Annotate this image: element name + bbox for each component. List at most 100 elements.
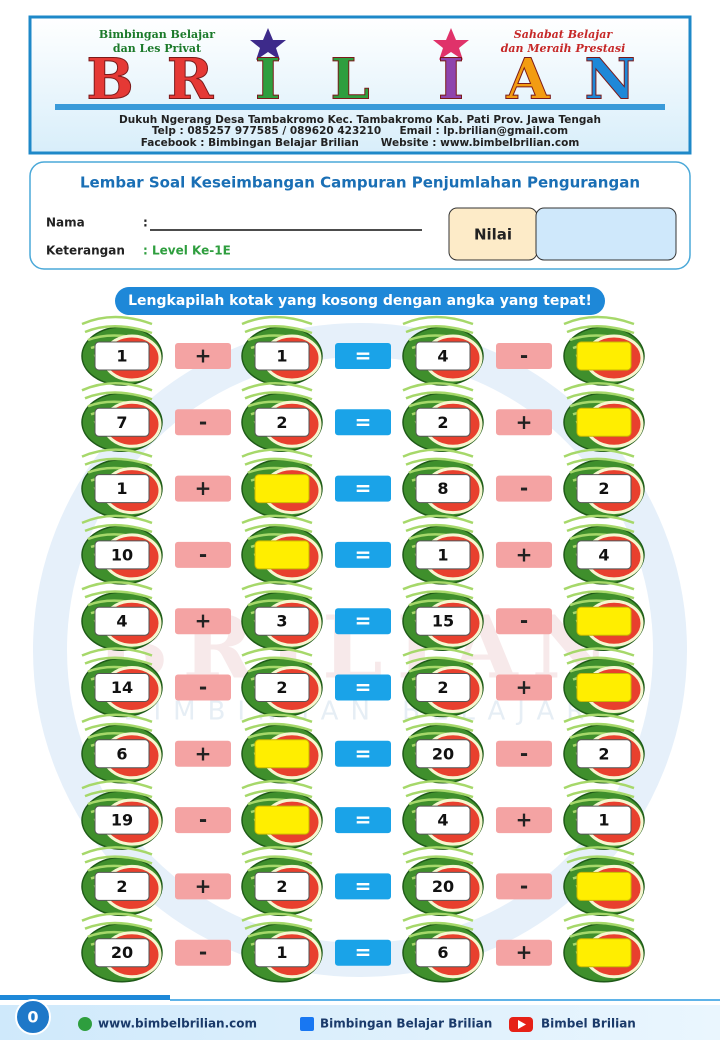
youtube-play — [518, 1020, 526, 1029]
watermelon-stripe — [84, 590, 153, 600]
logo-letter: R — [167, 47, 214, 113]
watermelon-stripe — [563, 315, 635, 326]
answer-box[interactable] — [254, 474, 310, 504]
answer-box[interactable] — [576, 407, 632, 437]
watermelon-stripe — [563, 779, 635, 790]
watermelon-stripe — [84, 523, 153, 534]
number: 2 — [276, 413, 287, 432]
number-box — [94, 474, 150, 504]
number-box — [415, 938, 471, 968]
number-box — [254, 341, 310, 371]
operator: - — [520, 741, 528, 765]
number: 2 — [437, 413, 448, 432]
footer-line — [0, 995, 170, 1000]
watermelon-stripe — [563, 448, 635, 458]
watermelon-stripe — [566, 656, 635, 666]
watermelon-stripe — [84, 325, 153, 335]
operator: = — [355, 874, 372, 898]
footer-youtube[interactable]: Bimbel Brilian — [541, 1017, 636, 1031]
watermelon-stripe — [241, 382, 313, 392]
number: 2 — [276, 678, 287, 697]
operator-box — [335, 873, 391, 900]
number: 15 — [432, 612, 454, 631]
number-box — [415, 474, 471, 504]
number-box — [94, 673, 150, 702]
number-box — [254, 673, 310, 702]
watermelon-stripe — [81, 912, 153, 922]
answer-box[interactable] — [254, 739, 310, 769]
watermelon-stripe — [81, 779, 153, 790]
number: 2 — [598, 744, 609, 763]
answer-box[interactable] — [576, 673, 632, 702]
answer-box[interactable] — [576, 341, 632, 371]
operator-box — [335, 409, 391, 436]
watermelon-stripe — [241, 315, 313, 326]
instruction-pill — [115, 287, 605, 315]
answer-box[interactable] — [576, 938, 632, 968]
watermelon-stripe — [81, 581, 153, 591]
footer-website[interactable]: www.bimbelbrilian.com — [98, 1017, 257, 1031]
watermelon-stripe — [405, 855, 474, 865]
operator: = — [355, 542, 372, 566]
operator: + — [516, 675, 533, 699]
operator-box — [175, 939, 231, 966]
watermelon-stripe — [563, 514, 635, 525]
watermelon-stripe — [402, 448, 474, 458]
answer-box[interactable] — [576, 606, 632, 636]
operator-box — [175, 608, 231, 635]
number: 4 — [437, 347, 448, 366]
watermelon-stripe — [84, 722, 153, 732]
watermelon-stripe — [402, 846, 474, 856]
operator: - — [520, 344, 528, 368]
watermelon-stripe — [402, 382, 474, 392]
number: 20 — [432, 877, 454, 896]
answer-box[interactable] — [576, 871, 632, 901]
watermelon-stripe — [244, 523, 313, 534]
footer-facebook[interactable]: Bimbingan Belajar Brilian — [320, 1017, 492, 1031]
watermelon-stripe — [566, 590, 635, 600]
number-box — [254, 606, 310, 636]
watermelon-stripe — [563, 581, 635, 591]
footer-band — [0, 1005, 720, 1040]
answer-box[interactable] — [254, 805, 310, 835]
operator-box — [335, 541, 391, 568]
operator: = — [355, 476, 372, 500]
logo-letter: I — [255, 47, 281, 113]
logo-letter: L — [330, 47, 369, 113]
watermelon-stripe — [81, 448, 153, 458]
score-box[interactable] — [535, 207, 677, 261]
watermelon-stripe — [566, 457, 635, 467]
number: 20 — [111, 943, 133, 962]
number: 6 — [437, 943, 448, 962]
page-badge — [15, 999, 51, 1035]
operator-box — [496, 740, 552, 767]
watermelon-stripe — [244, 855, 313, 865]
operator-box — [335, 608, 391, 635]
watermelon-stripe — [241, 713, 313, 723]
number: 2 — [598, 479, 609, 498]
operator-box — [496, 608, 552, 635]
number: 7 — [116, 413, 127, 432]
answer-box[interactable] — [254, 540, 310, 570]
watermelon-stripe — [405, 656, 474, 666]
watermelon-stripe — [405, 722, 474, 732]
operator-box — [175, 541, 231, 568]
watermelon-stripe — [244, 789, 313, 799]
number: 4 — [598, 545, 609, 564]
operator-box — [496, 939, 552, 966]
watermelon-stripe — [241, 846, 313, 856]
operator: = — [355, 609, 372, 633]
watermelon-stripe — [566, 523, 635, 534]
number-box — [94, 407, 150, 437]
score-label: Nilai — [474, 226, 512, 244]
star — [250, 28, 286, 60]
tagline: Sahabat Belajar — [514, 28, 614, 41]
operator: + — [516, 542, 533, 566]
operator-box — [335, 807, 391, 834]
number-box — [94, 871, 150, 901]
watermelon-stripe — [84, 789, 153, 799]
number-box — [94, 739, 150, 769]
watermelon-stripe — [402, 315, 474, 326]
logo-letter: N — [584, 47, 635, 113]
